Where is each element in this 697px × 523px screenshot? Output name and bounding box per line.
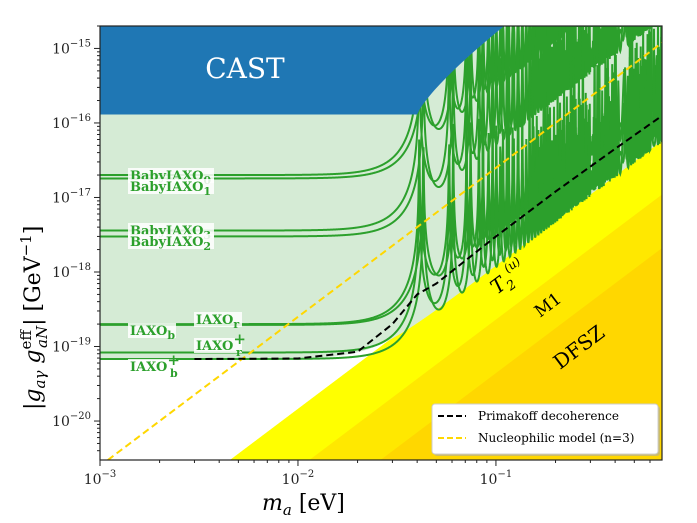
experiment-label-bg xyxy=(194,338,242,353)
legend-label-primakoff: Primakoff decoherence xyxy=(478,409,619,423)
y-tick-label: 10−17 xyxy=(52,187,91,206)
experiment-label-bg xyxy=(128,323,176,338)
experiment-label-babyiaxo-1: BabyIAXO1 xyxy=(130,180,211,198)
y-tick-label: 10−20 xyxy=(52,411,91,430)
x-axis-label: ma [eV] xyxy=(262,491,345,519)
y-tick-label: 10−19 xyxy=(52,337,91,356)
experiment-label-iaxo-r-plus: IAXO+ r xyxy=(196,330,246,359)
primakoff-decoherence-line xyxy=(194,114,662,360)
x-tick-label: 10−2 xyxy=(282,469,315,488)
experiment-label-iaxo-b-plus: IAXO+ b xyxy=(130,351,180,380)
plot-frame xyxy=(99,25,663,461)
y-tick-label: 10−18 xyxy=(52,262,91,281)
y-tick-label: 10−15 xyxy=(52,38,91,57)
experiment-label-iaxo-b: IAXOb xyxy=(130,324,175,342)
y-axis-label: |gaγ geffaN| [GeV−1] xyxy=(17,226,51,410)
legend: Primakoff decoherence Nucleophilic model… xyxy=(431,403,660,456)
legend-box xyxy=(431,403,659,455)
experiment-label-bg xyxy=(128,234,214,249)
y-tick-label: 10−16 xyxy=(52,113,91,132)
legend-label-nucleophilic: Nucleophilic model (n=3) xyxy=(478,431,634,445)
cast-region xyxy=(100,26,505,115)
experiment-label-bg xyxy=(128,359,176,374)
x-tick-label: 10−1 xyxy=(480,469,513,488)
experiment-label-bg xyxy=(194,312,242,327)
experiment-label-iaxo-r: IAXOr xyxy=(196,313,239,331)
axes: 10−3 10−2 10−1 10−15 10−16 10−17 10−18 10−19 10−… xyxy=(52,25,651,488)
experiment-label-babyiaxo-2: BabyIAXO2 xyxy=(130,235,211,253)
nucleophilic-model-line xyxy=(107,41,662,460)
x-tick-label: 10−3 xyxy=(84,469,117,488)
experiment-label-bg xyxy=(128,179,214,194)
cast-label: CAST xyxy=(205,52,285,85)
